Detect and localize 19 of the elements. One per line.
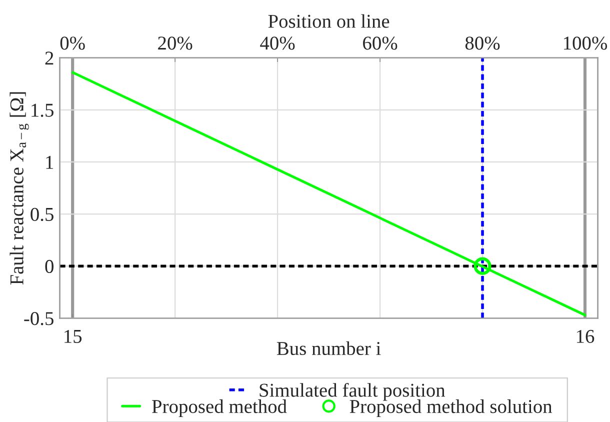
y-tick-label: -0.5: [24, 312, 54, 326]
y-tick-label: 1: [46, 156, 54, 169]
x2-tick-label: 100%: [564, 36, 608, 50]
x-tick-label: 16: [576, 330, 594, 343]
y-axis-title: Fault reactance X$_{a−g}$ [Ω]: [10, 92, 29, 285]
y-tick-label: 0.5: [30, 208, 54, 222]
x2-tick-label: 0%: [60, 36, 85, 50]
x-axis-title: Bus number i: [276, 341, 381, 356]
x2-tick-label: 40%: [260, 36, 295, 50]
x-tick-label: 15: [64, 330, 82, 343]
x2-axis-title: Position on line: [268, 14, 390, 28]
y-tick-label: 1.5: [32, 104, 54, 117]
y-tick-label: 2: [45, 52, 54, 65]
x2-tick-label: 80%: [465, 36, 500, 50]
y-tick-label: 0: [45, 260, 54, 274]
legend-label: Proposed method: [152, 399, 287, 418]
legend-label: Proposed method solution: [350, 399, 552, 418]
x2-tick-label: 20%: [158, 36, 192, 50]
x2-tick-label: 60%: [363, 36, 398, 50]
